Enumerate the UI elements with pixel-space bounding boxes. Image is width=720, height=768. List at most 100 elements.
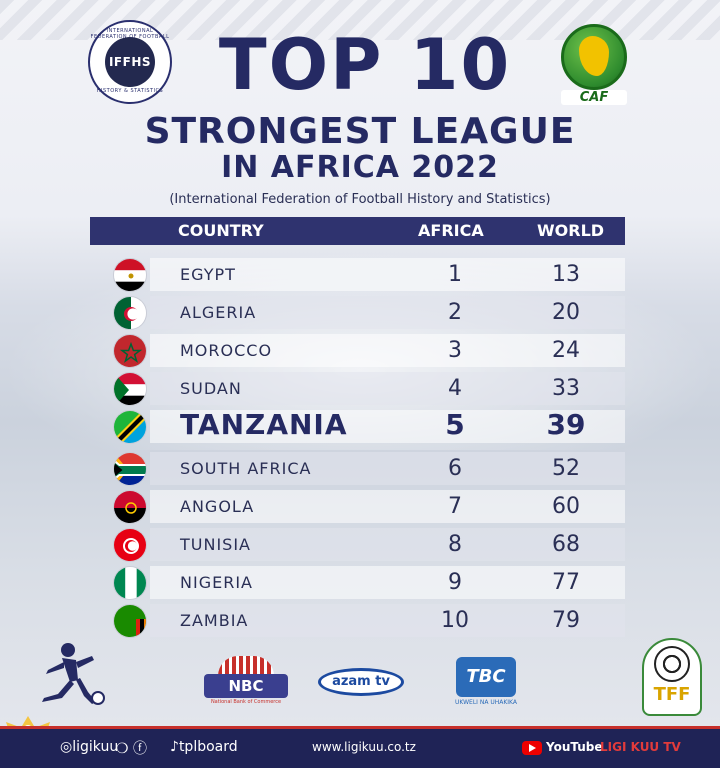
- handle-text: ligikuu: [72, 739, 119, 755]
- country-name: TUNISIA: [180, 535, 251, 554]
- country-name: ANGOLA: [180, 497, 255, 516]
- title-strongest-league: STRONGEST LEAGUE: [144, 111, 576, 152]
- country-name: ZAMBIA: [180, 611, 249, 630]
- nbc-crest-icon: [218, 656, 274, 676]
- africa-rank: 2: [448, 300, 462, 325]
- nigeria-flag-icon: [113, 566, 147, 600]
- row-band: [150, 490, 625, 523]
- africa-rank: 8: [448, 532, 462, 557]
- tff-logo: TFF: [640, 638, 704, 716]
- table-row: MOROCCO 3 24: [0, 332, 720, 370]
- caf-logo: CAF: [553, 24, 635, 105]
- football-player-icon: [42, 643, 105, 705]
- morocco-flag-icon: [113, 334, 147, 368]
- africa-rank: 3: [448, 338, 462, 363]
- algeria-flag-icon: [113, 296, 147, 330]
- world-rank: 39: [546, 408, 586, 441]
- angola-flag-icon: [113, 490, 147, 524]
- tiktok-icon: ♪: [170, 739, 179, 755]
- row-band: [150, 410, 625, 443]
- world-rank: 13: [552, 262, 580, 287]
- africa-map-icon: [579, 36, 609, 76]
- row-band: [150, 528, 625, 561]
- iffhs-logo: INTERNATIONAL FEDERATION OF FOOTBALL IFF…: [88, 20, 172, 104]
- iffhs-ring-top: INTERNATIONAL FEDERATION OF FOOTBALL: [90, 28, 170, 40]
- africa-rank: 4: [448, 376, 462, 401]
- world-rank: 79: [552, 608, 580, 633]
- tbc-logo: TBC: [456, 657, 516, 697]
- ligikuu-handle[interactable]: ◎ligikuu: [60, 739, 118, 755]
- column-world: WORLD: [537, 221, 605, 240]
- table-row: SUDAN 4 33: [0, 370, 720, 408]
- table-row: EGYPT 1 13: [0, 256, 720, 294]
- azam-tv-logo: azam tv: [318, 668, 404, 696]
- website-link[interactable]: www.ligikuu.co.tz: [312, 740, 416, 754]
- country-name: SUDAN: [180, 379, 242, 398]
- instagram-icon: ◎: [60, 739, 73, 755]
- nbc-logo: NBC National Bank of Commerce: [204, 656, 288, 712]
- country-name: NIGERIA: [180, 573, 253, 592]
- iffhs-core: IFFHS: [105, 37, 155, 87]
- africa-rank: 5: [445, 408, 465, 441]
- world-rank: 68: [552, 532, 580, 557]
- zambia-flag-icon: [113, 604, 147, 638]
- world-rank: 24: [552, 338, 580, 363]
- youtube-icon: [522, 741, 542, 755]
- world-rank: 33: [552, 376, 580, 401]
- twitter-facebook-icons: ❍ ⓕ: [116, 741, 148, 757]
- tpl-handle-text: tplboard: [178, 739, 238, 755]
- table-header: COUNTRY AFRICA WORLD: [90, 217, 625, 245]
- caf-ball-icon: [561, 24, 627, 90]
- africa-rank: 7: [448, 494, 462, 519]
- country-name: EGYPT: [180, 265, 236, 284]
- table-row: ANGOLA 7 60: [0, 488, 720, 526]
- world-rank: 52: [552, 456, 580, 481]
- column-africa: AFRICA: [418, 221, 484, 240]
- youtube-channel[interactable]: LIGI KUU TV: [600, 740, 681, 754]
- country-name: MOROCCO: [180, 341, 273, 360]
- footer-bar: ◎ligikuu ❍ ⓕ ♪tplboard www.ligikuu.co.tz…: [0, 726, 720, 768]
- row-band: [150, 296, 625, 329]
- column-country: COUNTRY: [178, 221, 264, 240]
- youtube-label[interactable]: YouTube: [546, 740, 603, 754]
- africa-rank: 10: [441, 608, 469, 633]
- country-name: SOUTH AFRICA: [180, 459, 312, 478]
- world-rank: 77: [552, 570, 580, 595]
- egypt-flag-icon: [113, 258, 147, 292]
- world-rank: 20: [552, 300, 580, 325]
- tpl-handle[interactable]: ♪tplboard: [170, 739, 238, 755]
- tunisia-flag-icon: [113, 528, 147, 562]
- title-top-10: TOP 10: [218, 24, 512, 106]
- table-row: TUNISIA 8 68: [0, 526, 720, 564]
- row-band: [150, 452, 625, 485]
- row-band: [150, 604, 625, 637]
- table-row: ALGERIA 2 20: [0, 294, 720, 332]
- row-band: [150, 372, 625, 405]
- world-rank: 60: [552, 494, 580, 519]
- country-name: ALGERIA: [180, 303, 257, 322]
- table-row: ZAMBIA 10 79: [0, 602, 720, 640]
- country-name: TANZANIA: [180, 408, 348, 441]
- africa-rank: 6: [448, 456, 462, 481]
- row-band: [150, 258, 625, 291]
- africa-rank: 9: [448, 570, 462, 595]
- sudan-flag-icon: [113, 372, 147, 406]
- tanzania-flag-icon: [113, 410, 147, 444]
- south-africa-flag-icon: [113, 452, 147, 486]
- table-row: NIGERIA 9 77: [0, 564, 720, 602]
- row-band: [150, 566, 625, 599]
- iffhs-ring-bottom: HISTORY & STATISTICS: [96, 88, 164, 94]
- nbc-name: NBC: [204, 674, 288, 698]
- nbc-tagline: National Bank of Commerce: [210, 699, 282, 705]
- tff-ball-icon: [654, 646, 690, 682]
- title-in-africa: IN AFRICA 2022: [221, 150, 499, 185]
- caf-label: CAF: [561, 90, 627, 105]
- table-row: SOUTH AFRICA 6 52: [0, 450, 720, 488]
- table-row: TANZANIA 5 39: [0, 408, 720, 446]
- row-band: [150, 334, 625, 367]
- africa-rank: 1: [448, 262, 462, 287]
- subtitle: (International Federation of Football Hi…: [169, 192, 551, 207]
- tbc-tagline: UKWELI NA UHAKIKA: [454, 699, 517, 706]
- tff-letters: TFF: [653, 684, 691, 705]
